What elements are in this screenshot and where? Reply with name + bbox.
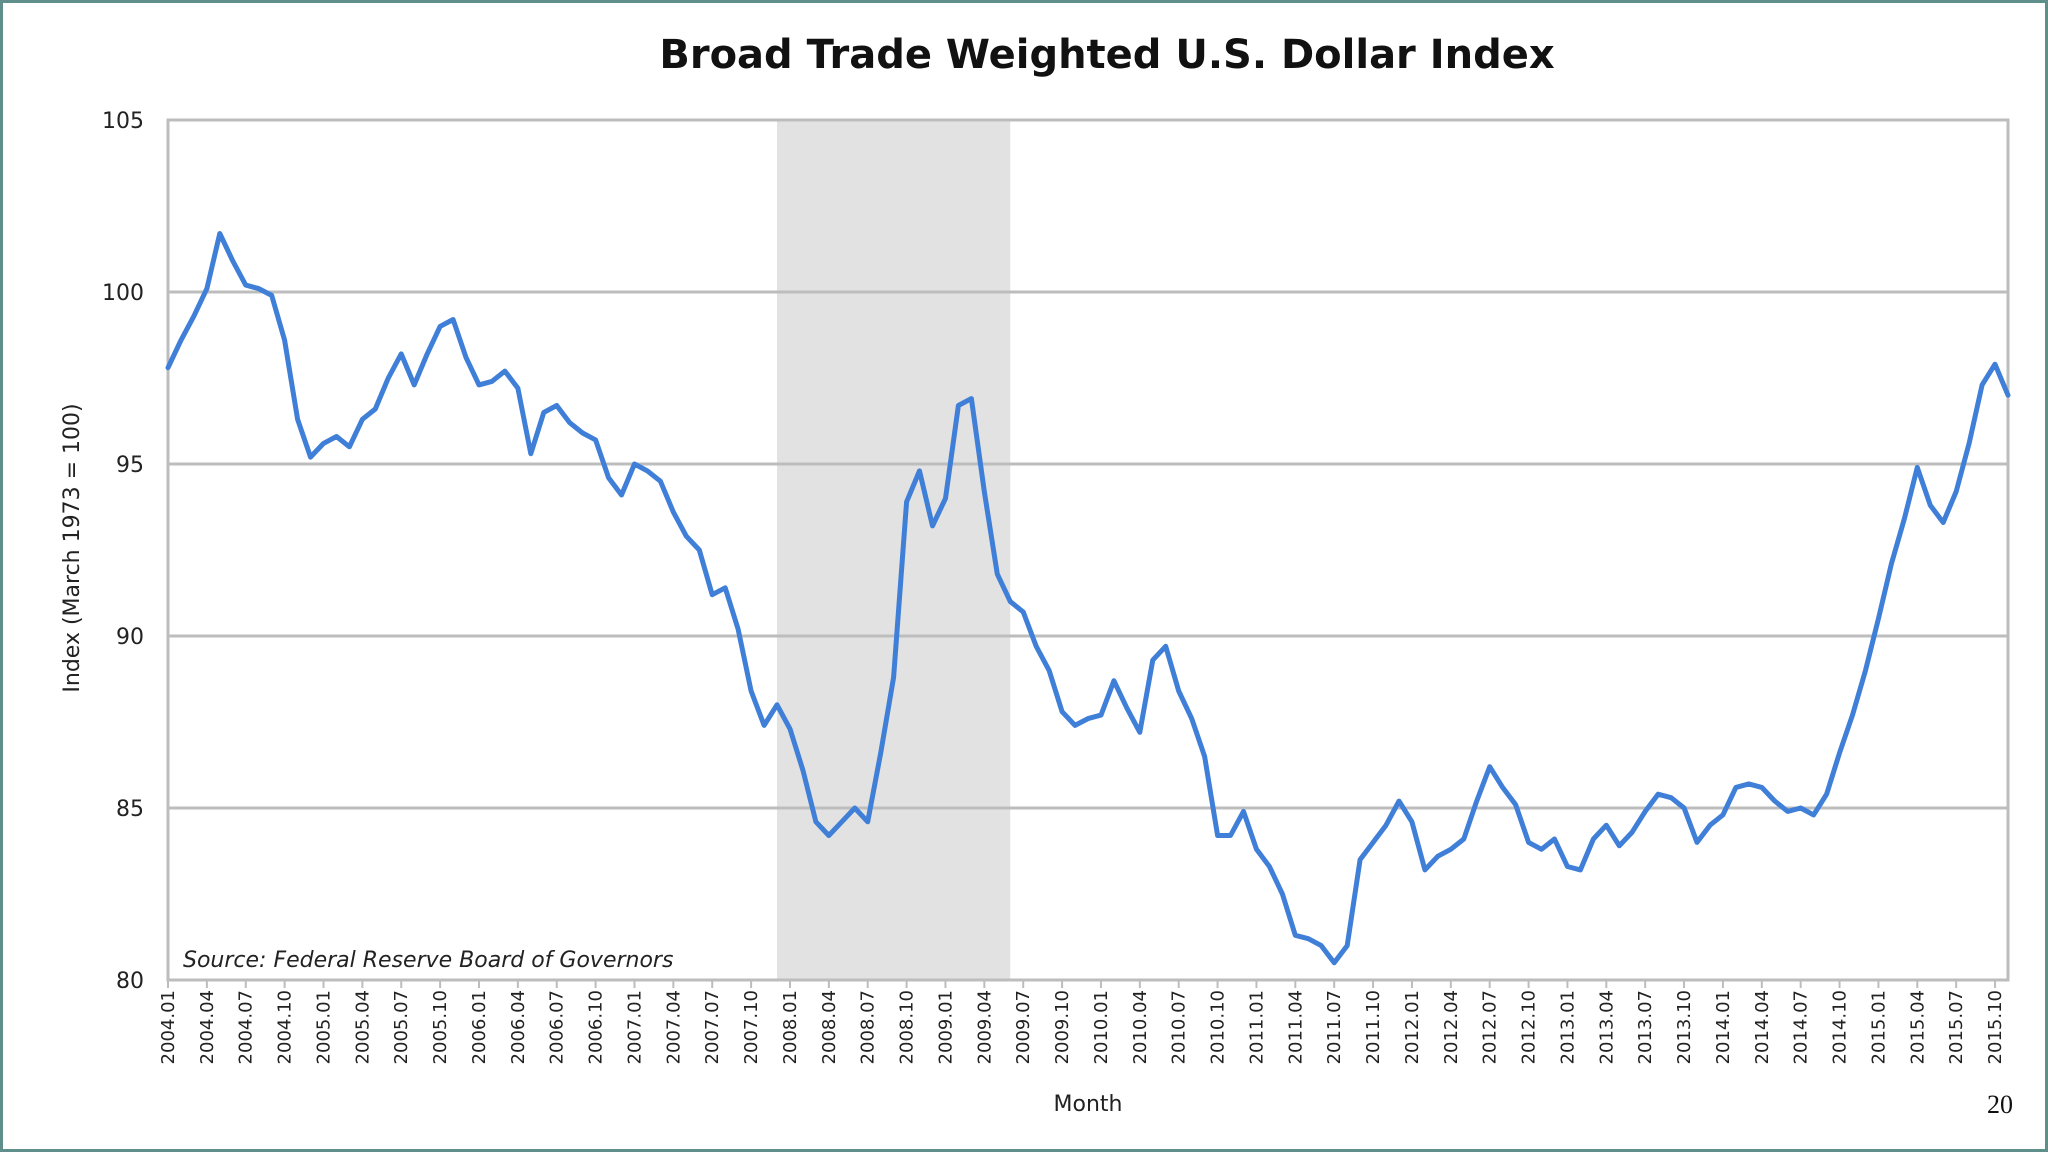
plot-border	[166, 118, 2010, 982]
x-tick-label: 2006.04	[508, 990, 529, 1064]
x-tick-label: 2007.04	[663, 990, 684, 1064]
x-tick-label: 2006.07	[547, 990, 568, 1064]
y-tick-label: 95	[116, 453, 144, 478]
x-tick-label: 2013.07	[1635, 990, 1656, 1064]
x-tick-label: 2014.04	[1752, 990, 1773, 1064]
x-tick-label: 2009.01	[935, 990, 956, 1064]
x-tick-label: 2011.07	[1324, 990, 1345, 1064]
y-tick-label: 85	[116, 797, 144, 822]
source-note: Source: Federal Reserve Board of Governo…	[183, 948, 673, 973]
recession-shade-layer	[777, 120, 1011, 980]
series-layer	[165, 231, 2011, 966]
x-tick-label: 2005.04	[352, 990, 373, 1064]
x-tick-label: 2013.01	[1557, 990, 1578, 1064]
x-axis-label: Month	[1054, 1092, 1123, 1117]
y-tick-label: 90	[116, 625, 144, 650]
x-tick-label: 2004.01	[158, 990, 179, 1064]
x-tick-label: 2015.07	[1946, 990, 1967, 1064]
x-tick-label: 2012.04	[1441, 990, 1462, 1064]
x-tick-label: 2009.10	[1052, 990, 1073, 1064]
x-tick-label: 2014.07	[1791, 990, 1812, 1064]
x-tick-label: 2013.04	[1596, 990, 1617, 1064]
x-tick-label: 2008.10	[897, 990, 918, 1064]
x-tick-label: 2010.10	[1208, 990, 1229, 1064]
x-tick-label: 2008.04	[819, 990, 840, 1064]
x-tick-label: 2010.04	[1130, 990, 1151, 1064]
x-tick-label: 2005.07	[391, 990, 412, 1064]
x-tick-label: 2005.10	[430, 990, 451, 1064]
x-tick-label: 2010.01	[1091, 990, 1112, 1064]
x-tick-label: 2005.01	[313, 990, 334, 1064]
y-tick-label: 80	[116, 969, 144, 994]
x-tick-label: 2010.07	[1169, 990, 1190, 1064]
x-tick-label: 2009.04	[974, 990, 995, 1064]
x-tick-label: 2007.01	[624, 990, 645, 1064]
chart-title: Broad Trade Weighted U.S. Dollar Index	[659, 32, 1554, 78]
x-tick-label: 2007.10	[741, 990, 762, 1064]
x-tick-label: 2011.01	[1246, 990, 1267, 1064]
x-tick-label: 2004.07	[236, 990, 257, 1064]
series-line-dollar-index	[165, 231, 2011, 966]
chart: Broad Trade Weighted U.S. Dollar Index 8…	[60, 32, 2013, 1119]
x-tick-label: 2012.10	[1519, 990, 1540, 1064]
x-tick-label: 2015.10	[1985, 990, 2006, 1064]
y-axis-label: Index (March 1973 = 100)	[60, 403, 85, 692]
x-tick-label: 2007.07	[702, 990, 723, 1064]
x-tick-label: 2009.07	[1013, 990, 1034, 1064]
x-tick-label: 2008.01	[780, 990, 801, 1064]
y-tick-labels: 80 85 90 95 100 105	[102, 109, 144, 994]
x-tick-label: 2011.04	[1285, 990, 1306, 1064]
x-tick-label: 2008.07	[858, 990, 879, 1064]
x-tick-label: 2015.04	[1907, 990, 1928, 1064]
x-tick-label: 2011.10	[1363, 990, 1384, 1064]
x-tick-label: 2013.10	[1674, 990, 1695, 1064]
x-tick-labels: 2004.01 2004.04 2004.07 2004.10 2005.01 2005.…	[158, 980, 2006, 1064]
recession-shade	[777, 120, 1011, 980]
y-tick-label: 100	[102, 281, 144, 306]
x-tick-label: 2012.01	[1402, 990, 1423, 1064]
x-tick-label: 2006.10	[586, 990, 607, 1064]
plot-area	[166, 118, 2010, 982]
x-tick-label: 2012.07	[1480, 990, 1501, 1064]
x-tick-label: 2006.01	[469, 990, 490, 1064]
x-tick-label: 2014.01	[1713, 990, 1734, 1064]
x-tick-label: 2004.04	[197, 990, 218, 1064]
x-tick-label: 2015.01	[1868, 990, 1889, 1064]
x-tick-label: 2004.10	[275, 990, 296, 1064]
y-tick-label: 105	[102, 109, 144, 134]
page-number: 20	[1987, 1090, 2013, 1119]
gridlines	[168, 118, 2008, 982]
x-tick-label: 2014.10	[1830, 990, 1851, 1064]
